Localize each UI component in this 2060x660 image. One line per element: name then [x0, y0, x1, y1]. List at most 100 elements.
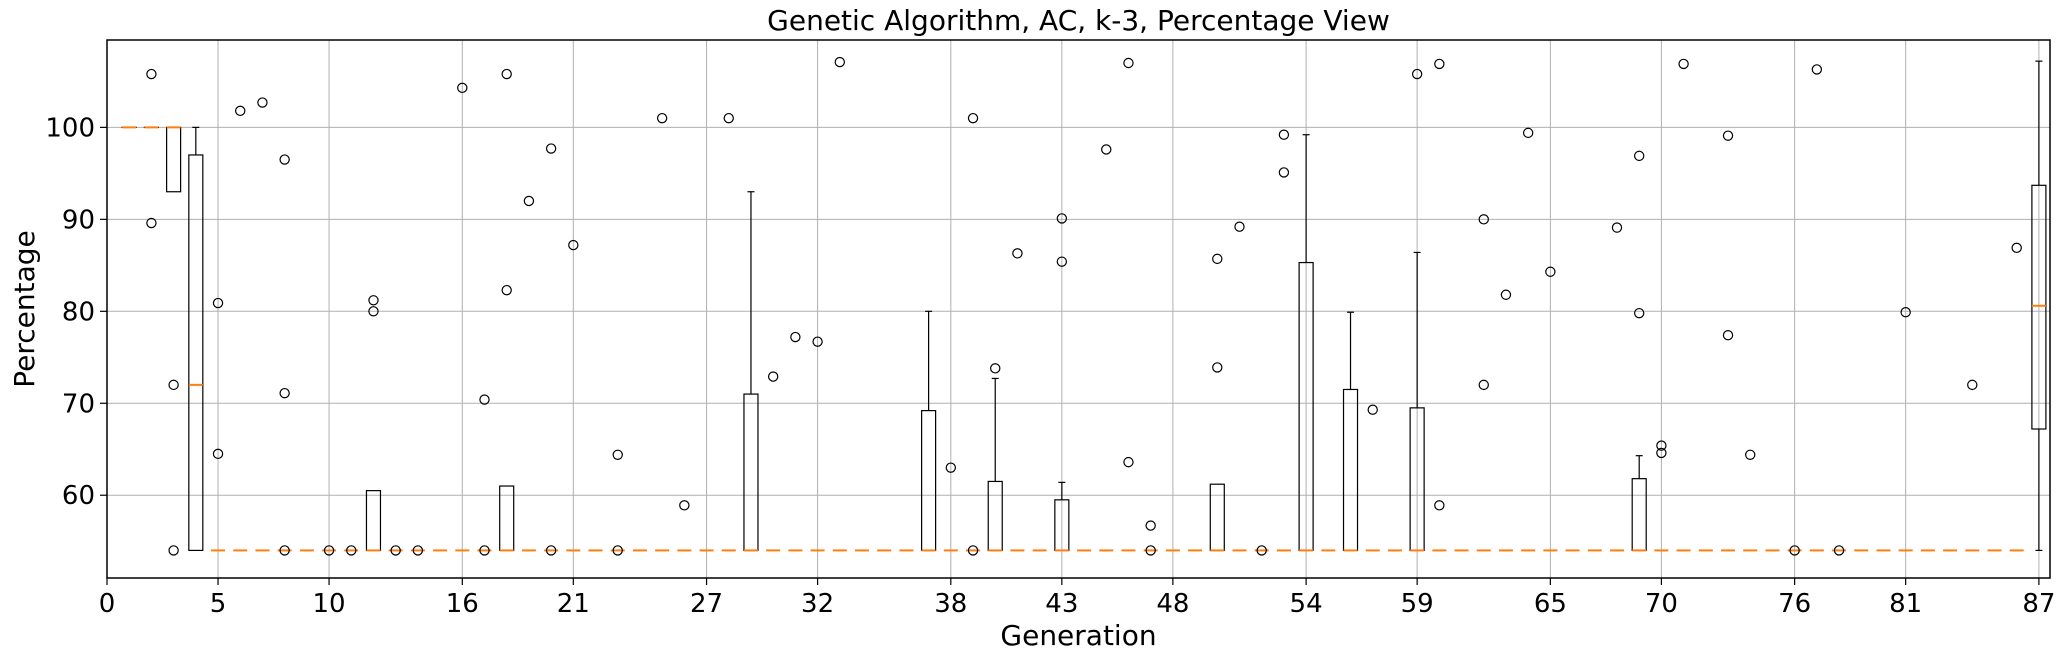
- outlier-point: [1212, 362, 1223, 373]
- outlier-point: [1900, 307, 1911, 318]
- outlier-point: [834, 56, 845, 68]
- outlier-point: [723, 112, 734, 124]
- box-plot: [1409, 251, 1425, 552]
- x-tick-label: 27: [690, 589, 723, 619]
- outlier-point: [612, 545, 623, 556]
- x-tick-label: 87: [2022, 589, 2055, 619]
- outlier-point: [1478, 214, 1489, 225]
- y-tick-label: 100: [45, 113, 95, 143]
- outlier-point: [279, 387, 290, 399]
- outlier-point: [1789, 545, 1800, 556]
- plot-frame: [106, 39, 2051, 579]
- outlier-point: [545, 545, 557, 556]
- x-tick-label: 59: [1401, 589, 1434, 619]
- box-plot: [921, 310, 937, 552]
- x-tick-label: 48: [1156, 589, 1189, 619]
- outlier-point: [368, 306, 379, 317]
- outlier-point: [1367, 404, 1378, 415]
- outlier-point: [967, 112, 979, 124]
- box-iqr: [1631, 478, 1647, 552]
- outlier-point: [790, 331, 801, 343]
- x-tick-label: 43: [1045, 589, 1078, 619]
- x-tick-label: 32: [801, 589, 834, 619]
- box-iqr: [365, 490, 382, 552]
- outlier-point: [1656, 447, 1667, 459]
- box-iqr: [921, 410, 937, 552]
- outlier-point: [168, 545, 179, 556]
- outlier-point: [390, 545, 401, 556]
- box-series: [121, 60, 2047, 552]
- y-tick-label: 70: [62, 389, 95, 419]
- outlier-point: [1278, 167, 1290, 178]
- x-tick-label: 76: [1778, 589, 1811, 619]
- box-iqr: [743, 393, 759, 552]
- x-tick-label: 65: [1534, 589, 1567, 619]
- grid: [106, 40, 2050, 578]
- outlier-point: [1101, 144, 1112, 155]
- outlier-point: [1478, 379, 1489, 391]
- box-iqr: [1209, 483, 1225, 552]
- outlier-point: [479, 394, 490, 405]
- outlier-point: [612, 449, 623, 460]
- x-tick-label: 38: [934, 589, 967, 619]
- outlier-point: [1145, 520, 1156, 531]
- x-axis-ticks: 0 5 10 16 21 27 32 38 43 48 54 59 65 70 76 81 87: [99, 578, 2055, 619]
- outlier-point: [1434, 58, 1445, 70]
- outlier-point: [1722, 330, 1734, 341]
- outlier-point: [1256, 545, 1267, 556]
- outlier-point: [368, 295, 379, 306]
- outlier-point: [1212, 253, 1223, 265]
- y-axis-label: Percentage: [8, 230, 41, 388]
- box-plot: [1209, 483, 1225, 552]
- x-tick-label: 54: [1290, 589, 1323, 619]
- outlier-point: [235, 105, 246, 117]
- outlier-point: [146, 68, 157, 80]
- outlier-point: [279, 154, 290, 165]
- y-axis-ticks: 60 70 80 90 100: [45, 113, 107, 511]
- outlier-point: [1278, 129, 1290, 140]
- outlier-point: [1611, 222, 1623, 233]
- outlier-point: [279, 545, 290, 556]
- outlier-point: [212, 297, 224, 309]
- outlier-point: [812, 336, 823, 347]
- outlier-point: [679, 500, 690, 511]
- outlier-point: [1656, 440, 1667, 451]
- outlier-point: [1056, 213, 1068, 224]
- x-tick-label: 5: [210, 589, 227, 619]
- outlier-point: [1145, 545, 1156, 556]
- outlier-point: [1633, 307, 1645, 319]
- outlier-point: [1811, 64, 1823, 75]
- outlier-point: [545, 143, 557, 154]
- box-iqr: [987, 480, 1003, 552]
- outlier-point: [1434, 500, 1445, 511]
- outlier-point: [1833, 545, 1845, 556]
- outlier-point: [990, 363, 1001, 374]
- box-plot: [2031, 60, 2047, 552]
- outlier-point: [767, 371, 779, 382]
- outlier-points: [146, 56, 2022, 556]
- outlier-point: [346, 545, 357, 556]
- outlier-point: [1500, 289, 1512, 300]
- box-plot: [499, 485, 515, 552]
- box-plot: [987, 377, 1003, 552]
- outlier-point: [1678, 58, 1689, 70]
- box-plot: [1342, 311, 1359, 552]
- outlier-point: [1967, 379, 1978, 391]
- outlier-point: [568, 239, 579, 251]
- outlier-point: [1722, 130, 1734, 141]
- y-tick-label: 60: [62, 481, 95, 511]
- y-tick-label: 80: [62, 297, 95, 327]
- outlier-point: [1522, 127, 1534, 139]
- outlier-point: [2011, 242, 2022, 254]
- outlier-point: [323, 545, 335, 556]
- outlier-point: [457, 82, 468, 94]
- outlier-point: [1633, 150, 1645, 162]
- outlier-point: [501, 284, 512, 296]
- outlier-point: [1745, 449, 1756, 460]
- x-tick-label: 0: [99, 589, 116, 619]
- x-tick-label: 70: [1645, 589, 1678, 619]
- x-axis-label: Generation: [1000, 619, 1156, 652]
- box-plot: [1631, 455, 1647, 552]
- box-iqr: [166, 126, 182, 193]
